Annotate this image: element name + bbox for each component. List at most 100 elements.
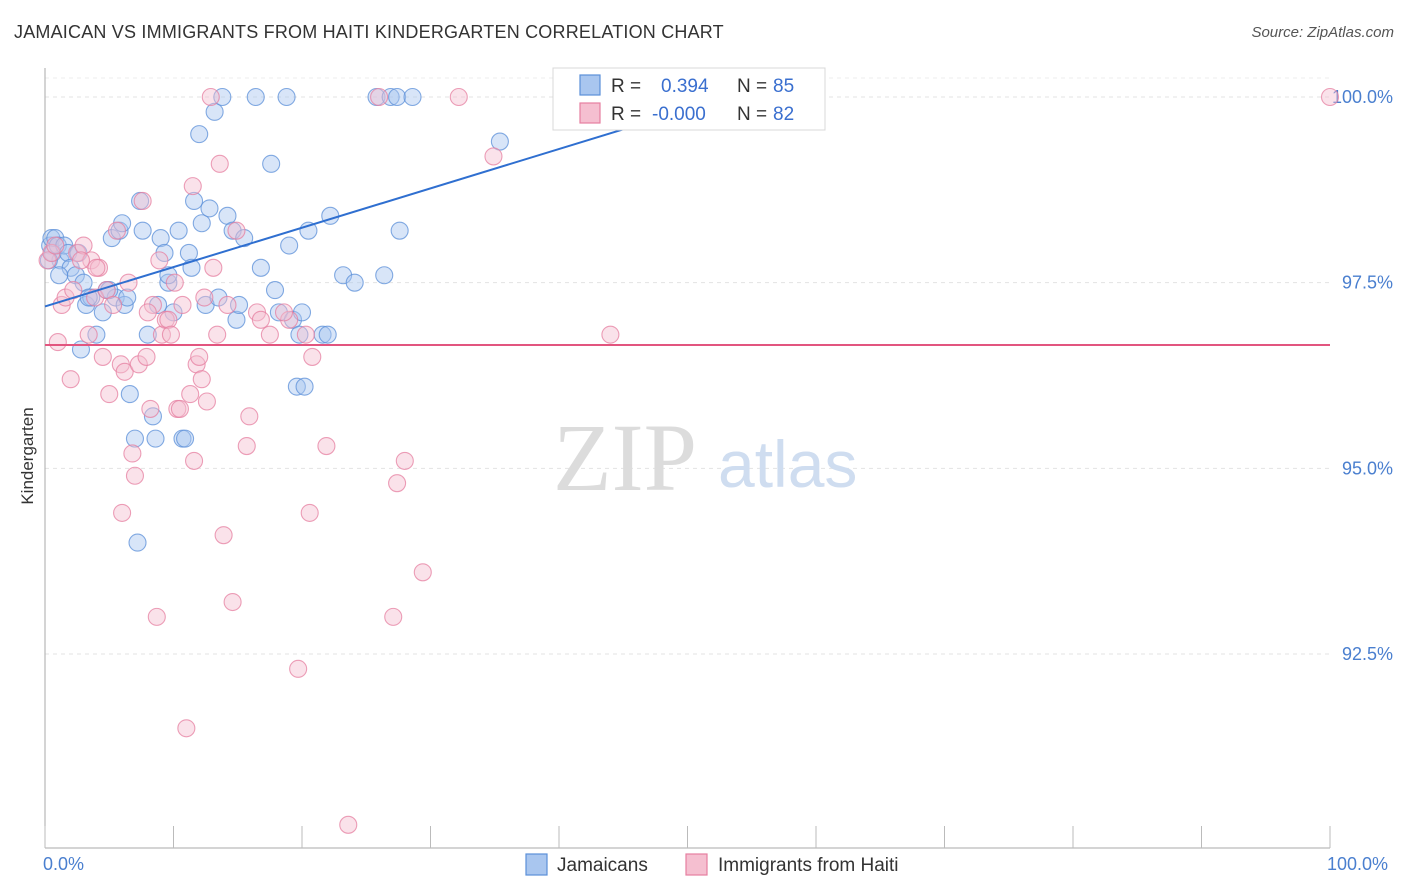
data-point[interactable] xyxy=(403,87,422,107)
data-point[interactable] xyxy=(395,451,414,470)
data-point[interactable] xyxy=(317,437,336,456)
data-point[interactable] xyxy=(269,303,288,322)
data-point[interactable] xyxy=(115,362,134,381)
data-point[interactable] xyxy=(137,347,156,366)
data-point[interactable] xyxy=(46,229,65,248)
data-point[interactable] xyxy=(185,451,204,470)
data-point[interactable] xyxy=(384,607,403,626)
data-point[interactable] xyxy=(205,102,224,121)
data-point[interactable] xyxy=(318,325,337,344)
data-point[interactable] xyxy=(227,221,246,240)
data-point[interactable] xyxy=(93,303,112,322)
data-point[interactable] xyxy=(204,258,223,277)
data-point[interactable] xyxy=(129,355,148,374)
data-point[interactable] xyxy=(413,563,432,582)
data-point[interactable] xyxy=(151,229,170,248)
data-point[interactable] xyxy=(223,592,242,612)
data-point[interactable] xyxy=(133,221,152,240)
data-point[interactable] xyxy=(93,347,112,366)
data-point[interactable] xyxy=(159,273,178,292)
data-point[interactable] xyxy=(71,340,91,359)
data-point[interactable] xyxy=(235,229,254,248)
series-legend-swatch-haiti[interactable] xyxy=(685,853,708,876)
data-point[interactable] xyxy=(173,295,192,314)
data-point[interactable] xyxy=(287,377,306,396)
data-point[interactable] xyxy=(262,154,281,173)
data-point[interactable] xyxy=(201,87,220,107)
data-point[interactable] xyxy=(48,333,67,352)
data-point[interactable] xyxy=(484,147,503,166)
data-point[interactable] xyxy=(128,533,147,552)
data-point[interactable] xyxy=(210,154,229,173)
data-point[interactable] xyxy=(149,295,168,314)
data-point[interactable] xyxy=(339,815,358,834)
data-point[interactable] xyxy=(197,392,216,411)
data-point[interactable] xyxy=(260,325,279,344)
data-point[interactable] xyxy=(277,87,296,107)
data-point[interactable] xyxy=(138,325,157,344)
data-point[interactable] xyxy=(200,199,219,218)
data-point[interactable] xyxy=(195,288,214,307)
data-point[interactable] xyxy=(147,607,166,626)
data-point[interactable] xyxy=(290,325,309,344)
data-point[interactable] xyxy=(181,385,200,404)
data-point[interactable] xyxy=(79,325,98,344)
data-point[interactable] xyxy=(192,214,211,233)
data-point[interactable] xyxy=(113,503,132,522)
data-point[interactable] xyxy=(388,87,407,107)
data-point[interactable] xyxy=(133,191,152,211)
data-point[interactable] xyxy=(46,236,65,255)
data-point[interactable] xyxy=(280,236,299,255)
data-point[interactable] xyxy=(120,385,139,404)
data-point[interactable] xyxy=(74,236,93,255)
data-point[interactable] xyxy=(246,87,265,107)
series-legend-swatch-jamaicans[interactable] xyxy=(525,853,548,876)
data-point[interactable] xyxy=(190,125,209,144)
data-point[interactable] xyxy=(179,243,198,263)
data-point[interactable] xyxy=(296,325,315,344)
data-point[interactable] xyxy=(390,221,409,240)
data-point[interactable] xyxy=(289,659,308,678)
series-legend-label-haiti[interactable]: Immigrants from Haiti xyxy=(718,855,899,876)
data-point[interactable] xyxy=(370,87,389,107)
series-legend-label-jamaicans[interactable]: Jamaicans xyxy=(557,855,648,876)
data-point[interactable] xyxy=(192,370,211,389)
data-point[interactable] xyxy=(345,273,364,292)
data-point[interactable] xyxy=(303,347,322,366)
data-point[interactable] xyxy=(265,281,285,300)
data-point[interactable] xyxy=(150,251,169,270)
data-point[interactable] xyxy=(300,503,319,522)
data-point[interactable] xyxy=(375,266,394,285)
data-point[interactable] xyxy=(227,310,246,329)
data-point[interactable] xyxy=(295,377,314,396)
data-point[interactable] xyxy=(237,437,256,456)
data-point[interactable] xyxy=(87,258,106,277)
data-point[interactable] xyxy=(601,325,620,344)
data-point[interactable] xyxy=(107,221,127,240)
data-point[interactable] xyxy=(159,310,178,329)
data-point[interactable] xyxy=(100,385,119,404)
data-point[interactable] xyxy=(251,258,270,277)
data-point[interactable] xyxy=(87,325,106,344)
data-point[interactable] xyxy=(104,295,123,314)
data-point[interactable] xyxy=(183,177,202,196)
data-point[interactable] xyxy=(50,266,69,285)
data-point[interactable] xyxy=(71,251,91,270)
data-point[interactable] xyxy=(169,221,188,240)
data-point[interactable] xyxy=(177,719,196,738)
data-point[interactable] xyxy=(170,399,189,418)
data-point[interactable] xyxy=(165,273,184,292)
data-point[interactable] xyxy=(274,303,294,322)
data-point[interactable] xyxy=(190,347,209,366)
data-point[interactable] xyxy=(176,429,195,448)
data-point[interactable] xyxy=(208,325,227,344)
data-point[interactable] xyxy=(143,407,162,426)
data-point[interactable] xyxy=(185,191,204,211)
data-point[interactable] xyxy=(161,325,180,344)
data-point[interactable] xyxy=(146,429,165,448)
data-point[interactable] xyxy=(61,370,80,389)
data-point[interactable] xyxy=(388,474,407,493)
data-point[interactable] xyxy=(125,429,144,448)
data-point[interactable] xyxy=(209,288,228,307)
data-point[interactable] xyxy=(449,87,468,107)
